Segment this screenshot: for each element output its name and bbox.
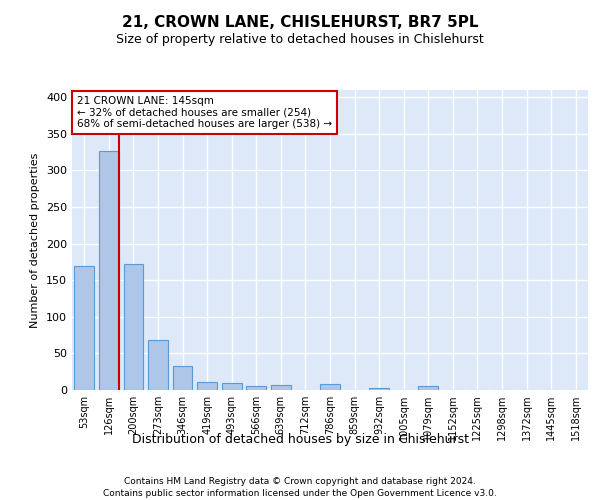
Bar	[271, 385, 290, 390]
Bar	[74, 266, 94, 390]
Bar	[370, 388, 389, 390]
Text: Contains public sector information licensed under the Open Government Licence v3: Contains public sector information licen…	[103, 489, 497, 498]
Text: 21, CROWN LANE, CHISLEHURST, BR7 5PL: 21, CROWN LANE, CHISLEHURST, BR7 5PL	[122, 15, 478, 30]
Bar	[197, 382, 217, 390]
Bar	[247, 386, 266, 390]
Text: Distribution of detached houses by size in Chislehurst: Distribution of detached houses by size …	[131, 432, 469, 446]
Bar	[222, 384, 242, 390]
Y-axis label: Number of detached properties: Number of detached properties	[31, 152, 40, 328]
Bar	[99, 150, 119, 390]
Text: Contains HM Land Registry data © Crown copyright and database right 2024.: Contains HM Land Registry data © Crown c…	[124, 478, 476, 486]
Bar	[148, 340, 168, 390]
Bar	[320, 384, 340, 390]
Text: Size of property relative to detached houses in Chislehurst: Size of property relative to detached ho…	[116, 32, 484, 46]
Bar	[124, 264, 143, 390]
Bar	[418, 386, 438, 390]
Text: 21 CROWN LANE: 145sqm
← 32% of detached houses are smaller (254)
68% of semi-det: 21 CROWN LANE: 145sqm ← 32% of detached …	[77, 96, 332, 129]
Bar	[173, 366, 193, 390]
